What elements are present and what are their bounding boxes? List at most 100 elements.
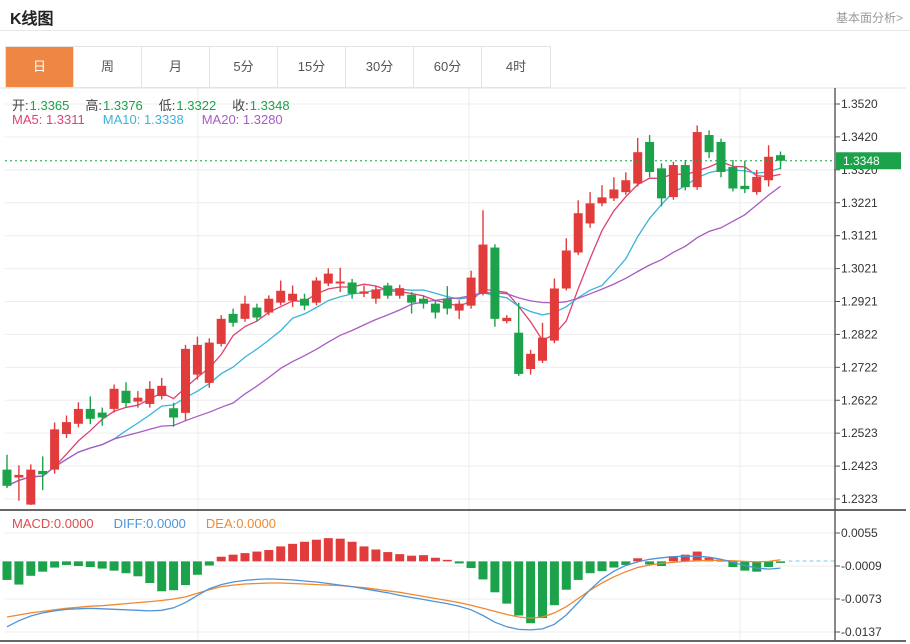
macd-histogram-bar bbox=[395, 554, 405, 562]
macd-histogram-bar bbox=[728, 561, 738, 568]
macd-histogram-bar bbox=[228, 554, 238, 562]
ohlc-open: 开:1.3365 bbox=[12, 98, 70, 113]
candle-body bbox=[442, 298, 452, 309]
candle-body bbox=[347, 282, 357, 294]
macd-histogram-bar bbox=[573, 561, 583, 580]
page-title: K线图 bbox=[10, 11, 54, 28]
macd-histogram-bar bbox=[216, 556, 226, 562]
period-tab-bar: 日周月 5分 15分 30分 60分 4时 bbox=[5, 46, 551, 88]
candle-body bbox=[311, 280, 321, 303]
candle-body bbox=[383, 285, 393, 296]
macd-histogram-bar bbox=[383, 552, 393, 562]
tab-60min[interactable]: 60分 bbox=[414, 47, 482, 87]
candle-body bbox=[549, 288, 559, 341]
macd-histogram-bar bbox=[359, 546, 369, 562]
macd-axis-label: 0.0055 bbox=[841, 526, 878, 540]
price-axis-label: 1.2423 bbox=[841, 459, 878, 473]
candle-body bbox=[597, 197, 607, 204]
diff-value: DIFF:0.0000 bbox=[113, 516, 186, 531]
tab-15min[interactable]: 15分 bbox=[278, 47, 346, 87]
candle-body bbox=[538, 337, 547, 361]
macd-histogram-bar bbox=[276, 546, 286, 562]
candle-body bbox=[621, 180, 631, 193]
price-axis-label: 1.2523 bbox=[841, 426, 878, 440]
candle-body bbox=[300, 298, 309, 306]
macd-histogram-bar bbox=[549, 561, 559, 606]
candle-body bbox=[680, 165, 690, 188]
diff-line bbox=[6, 555, 781, 631]
macd-histogram-bar bbox=[645, 561, 655, 565]
macd-histogram-bar bbox=[14, 561, 24, 585]
macd-histogram-bar bbox=[323, 538, 333, 562]
price-axis-label: 1.3420 bbox=[841, 130, 878, 144]
candle-body bbox=[657, 168, 666, 199]
macd-histogram-bar bbox=[109, 561, 119, 571]
candle-body bbox=[419, 298, 428, 304]
macd-legend: MACD:0.0000 DIFF:0.0000 DEA:0.0000 bbox=[12, 516, 276, 531]
candle-body bbox=[609, 189, 619, 199]
candle-body bbox=[407, 294, 417, 303]
price-axis-label: 1.3221 bbox=[841, 196, 878, 210]
candle-body bbox=[728, 167, 738, 189]
macd-histogram-bar bbox=[490, 561, 500, 593]
dea-line bbox=[6, 559, 781, 619]
ma20-legend: MA20: 1.3280 bbox=[201, 112, 283, 127]
macd-histogram-bar bbox=[145, 561, 155, 584]
candle-body bbox=[204, 342, 214, 383]
candle-body bbox=[181, 348, 190, 413]
macd-axis-label: -0.0073 bbox=[841, 592, 882, 606]
current-price-badge bbox=[836, 152, 901, 170]
candle-body bbox=[645, 141, 655, 172]
candle-body bbox=[145, 388, 155, 404]
macd-value: MACD:0.0000 bbox=[12, 516, 94, 531]
tab-week[interactable]: 周 bbox=[74, 47, 142, 87]
macd-histogram-bar bbox=[764, 561, 774, 568]
candle-body bbox=[216, 318, 226, 344]
macd-axis-label: -0.0009 bbox=[841, 559, 882, 573]
macd-histogram-bar bbox=[526, 561, 536, 624]
macd-histogram-bar bbox=[335, 538, 345, 562]
candle-body bbox=[430, 303, 440, 313]
macd-histogram-bar bbox=[454, 561, 464, 564]
candle-body bbox=[395, 288, 405, 296]
macd-histogram-bar bbox=[169, 561, 179, 591]
candle-body bbox=[490, 247, 500, 319]
candle-body bbox=[264, 298, 274, 313]
ma10-line bbox=[6, 167, 781, 487]
candle-body bbox=[371, 289, 381, 299]
macd-histogram-bar bbox=[121, 561, 131, 574]
macd-axis-label: -0.0137 bbox=[841, 625, 882, 639]
tab-5min[interactable]: 5分 bbox=[210, 47, 278, 87]
ohlc-low: 低:1.3322 bbox=[158, 98, 217, 113]
fundamental-analysis-link[interactable]: 基本面分析> bbox=[835, 11, 903, 25]
macd-histogram-bar bbox=[704, 557, 714, 562]
macd-histogram-bar bbox=[478, 561, 488, 580]
tab-4hour[interactable]: 4时 bbox=[482, 47, 550, 87]
macd-histogram-bar bbox=[133, 561, 143, 577]
tab-month[interactable]: 月 bbox=[142, 47, 210, 87]
candle-body bbox=[228, 313, 238, 323]
candle-body bbox=[716, 141, 726, 172]
macd-histogram-bar bbox=[466, 561, 476, 569]
current-price-badge-text: 1.3348 bbox=[843, 154, 880, 168]
macd-histogram-bar bbox=[300, 541, 309, 562]
candle-body bbox=[668, 165, 678, 198]
price-axis-label: 1.2622 bbox=[841, 393, 878, 407]
tab-day[interactable]: 日 bbox=[6, 47, 74, 87]
macd-histogram-bar bbox=[371, 549, 381, 562]
ohlc-legend: 开:1.3365 高:1.3376 低:1.3322 收:1.3348 bbox=[12, 95, 306, 114]
ma5-line bbox=[6, 160, 781, 487]
ohlc-high: 高:1.3376 bbox=[85, 98, 143, 113]
candle-body bbox=[288, 293, 298, 301]
price-axis-label: 1.2822 bbox=[841, 327, 878, 341]
candle-body bbox=[62, 422, 71, 434]
candle-body bbox=[14, 474, 24, 478]
tab-30min[interactable]: 30分 bbox=[346, 47, 414, 87]
candle-body bbox=[335, 281, 345, 284]
candle-body bbox=[109, 388, 119, 409]
macd-histogram-bar bbox=[514, 561, 524, 616]
candle-body bbox=[478, 244, 488, 294]
macd-histogram-bar bbox=[38, 561, 48, 572]
macd-histogram-bar bbox=[502, 561, 512, 604]
